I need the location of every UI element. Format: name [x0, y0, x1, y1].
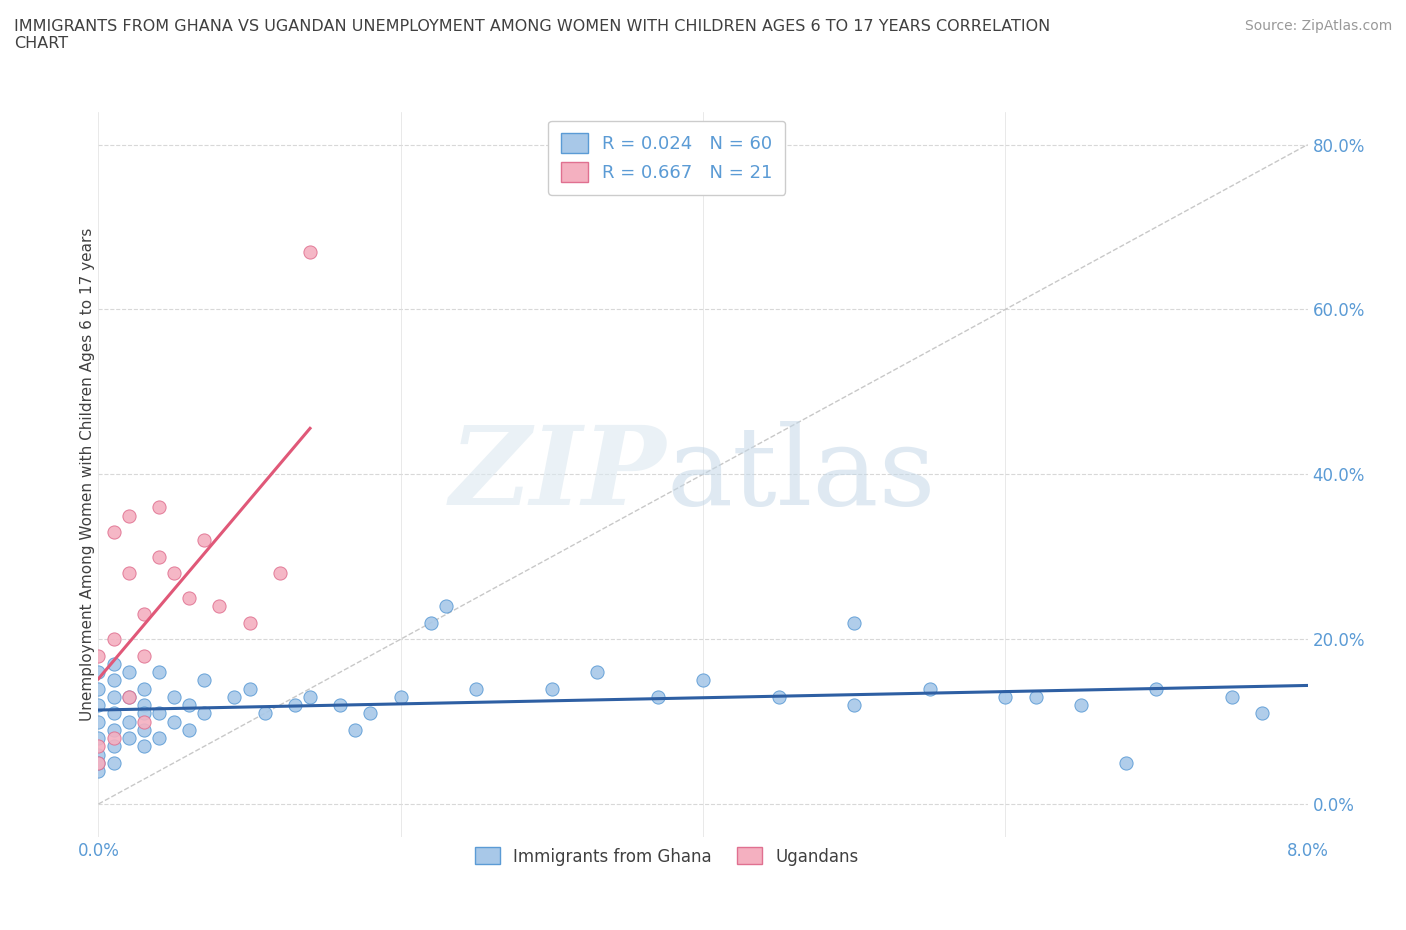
Point [118, 508, 141, 523]
Legend: Immigrants from Ghana, Ugandans: Immigrants from Ghana, Ugandans [468, 841, 865, 872]
Point [103, 631, 125, 646]
Point [148, 665, 170, 680]
Point [299, 245, 322, 259]
Point [103, 731, 125, 746]
Point [163, 689, 186, 704]
Point [132, 607, 155, 622]
Point [87, 764, 110, 778]
Point [118, 731, 141, 746]
Point [87, 755, 110, 770]
Point [540, 681, 562, 696]
Point [103, 673, 125, 688]
Point [87, 731, 110, 746]
Point [1025, 689, 1047, 704]
Point [118, 565, 141, 580]
Y-axis label: Unemployment Among Women with Children Ages 6 to 17 years: Unemployment Among Women with Children A… [80, 228, 94, 721]
Text: atlas: atlas [666, 420, 936, 528]
Point [103, 738, 125, 753]
Point [103, 755, 125, 770]
Point [87, 714, 110, 729]
Point [389, 689, 412, 704]
Point [1220, 689, 1243, 704]
Point [132, 723, 155, 737]
Point [465, 681, 488, 696]
Point [132, 648, 155, 663]
Point [87, 681, 110, 696]
Point [118, 714, 141, 729]
Point [179, 591, 201, 605]
Point [148, 499, 170, 514]
Text: ZIP: ZIP [450, 420, 666, 528]
Point [87, 747, 110, 762]
Point [148, 731, 170, 746]
Point [329, 698, 352, 712]
Point [647, 689, 669, 704]
Point [87, 665, 110, 680]
Point [994, 689, 1017, 704]
Point [118, 689, 141, 704]
Point [193, 673, 215, 688]
Point [148, 706, 170, 721]
Point [1070, 698, 1092, 712]
Point [118, 665, 141, 680]
Point [239, 616, 262, 631]
Text: Source: ZipAtlas.com: Source: ZipAtlas.com [1244, 19, 1392, 33]
Point [299, 689, 322, 704]
Point [1115, 755, 1137, 770]
Point [132, 698, 155, 712]
Point [103, 706, 125, 721]
Point [87, 698, 110, 712]
Point [1146, 681, 1168, 696]
Point [103, 689, 125, 704]
Point [434, 599, 457, 614]
Point [132, 714, 155, 729]
Point [132, 681, 155, 696]
Point [179, 698, 201, 712]
Point [253, 706, 276, 721]
Point [193, 706, 215, 721]
Point [87, 648, 110, 663]
Point [692, 673, 714, 688]
Point [344, 723, 367, 737]
Point [208, 599, 231, 614]
Point [103, 723, 125, 737]
Point [844, 616, 866, 631]
Point [132, 738, 155, 753]
Point [179, 723, 201, 737]
Point [103, 525, 125, 539]
Point [269, 565, 291, 580]
Point [1251, 706, 1274, 721]
Point [239, 681, 262, 696]
Point [918, 681, 941, 696]
Text: IMMIGRANTS FROM GHANA VS UGANDAN UNEMPLOYMENT AMONG WOMEN WITH CHILDREN AGES 6 T: IMMIGRANTS FROM GHANA VS UGANDAN UNEMPLO… [14, 19, 1050, 51]
Point [360, 706, 382, 721]
Point [103, 657, 125, 671]
Point [284, 698, 307, 712]
Point [420, 616, 443, 631]
Point [163, 565, 186, 580]
Point [118, 689, 141, 704]
Point [844, 698, 866, 712]
Point [586, 665, 609, 680]
Point [148, 550, 170, 565]
Point [193, 533, 215, 548]
Point [132, 706, 155, 721]
Point [224, 689, 246, 704]
Point [768, 689, 790, 704]
Point [87, 738, 110, 753]
Point [87, 755, 110, 770]
Point [163, 714, 186, 729]
